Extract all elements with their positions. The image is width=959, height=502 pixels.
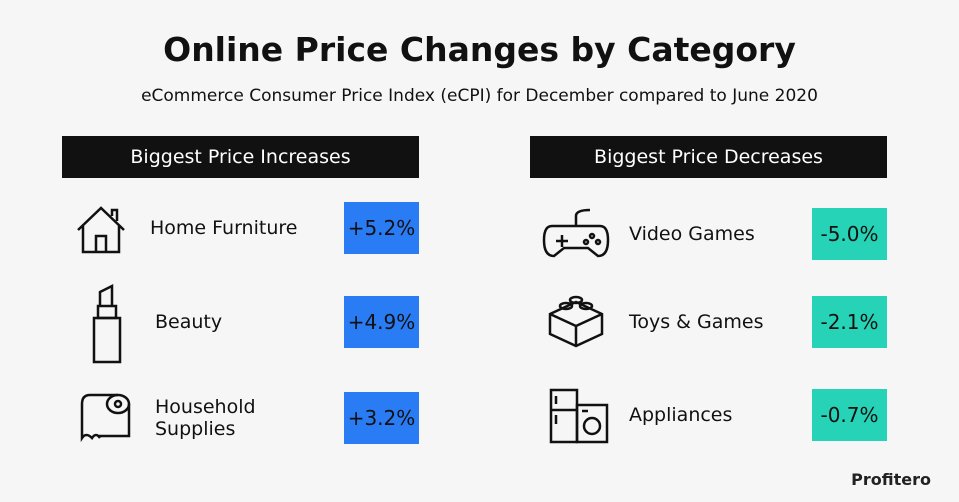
item-value: -0.7% (812, 389, 887, 441)
item-label: Home Furniture (150, 217, 298, 239)
paper-roll-icon (80, 393, 131, 443)
panel-heading: Biggest Price Increases (62, 136, 419, 178)
item-value: +4.9% (344, 296, 419, 348)
item-value: +5.2% (344, 202, 419, 254)
lego-icon (548, 295, 604, 348)
item-label: Beauty (155, 311, 223, 333)
lipstick-icon (92, 283, 122, 364)
gamepad-icon (542, 208, 610, 258)
item-label: Video Games (629, 223, 755, 245)
item-label: Appliances (629, 404, 733, 426)
item-value: +3.2% (344, 392, 419, 444)
title: Online Price Changes by Category (163, 30, 796, 69)
item-value: -2.1% (812, 296, 887, 348)
item-value: -5.0% (812, 208, 887, 260)
brand: Profitero (851, 470, 931, 489)
house-icon (77, 206, 125, 254)
item-label: Toys & Games (629, 311, 764, 333)
panel-heading: Biggest Price Decreases (530, 136, 887, 178)
subtitle: eCommerce Consumer Price Index (eCPI) fo… (141, 86, 818, 106)
appliances-icon (549, 388, 609, 444)
item-label: Household Supplies (155, 396, 256, 440)
